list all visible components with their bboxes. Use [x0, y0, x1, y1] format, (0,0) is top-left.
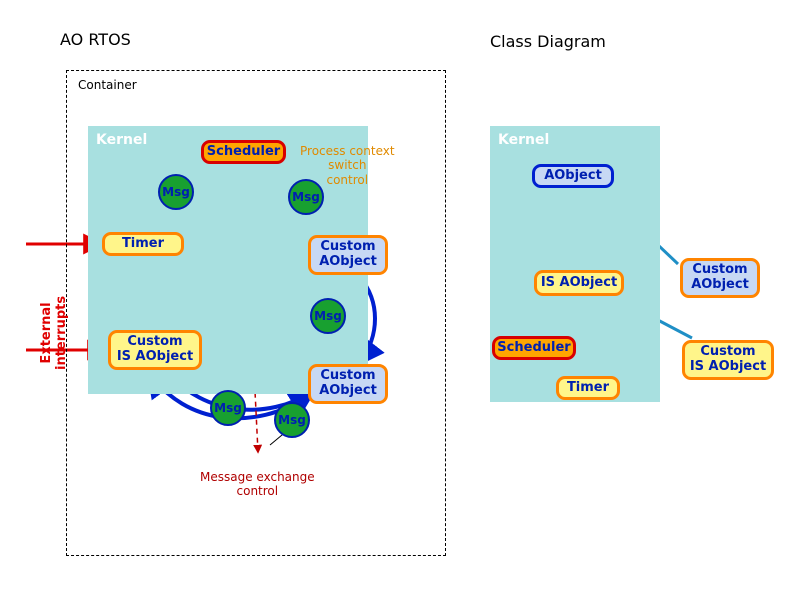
- caption-process-context: Process context switch control: [300, 144, 395, 187]
- external-interrupts-label: External interrupts: [40, 296, 70, 370]
- kernel-label-left: Kernel: [96, 132, 147, 148]
- node-custom-is-right: Custom IS AObject: [682, 340, 774, 380]
- node-timer-left: Timer: [102, 232, 184, 256]
- node-timer-right: Timer: [556, 376, 620, 400]
- node-custom-a2-left: Custom AObject: [308, 364, 388, 404]
- msg-badge: Msg: [310, 298, 346, 334]
- title-ao-rtos: AO RTOS: [60, 30, 131, 49]
- kernel-label-right: Kernel: [498, 132, 549, 148]
- node-custom-is-left: Custom IS AObject: [108, 330, 202, 370]
- msg-badge: Msg: [158, 174, 194, 210]
- node-custom-a-right: Custom AObject: [680, 258, 760, 298]
- title-class-diagram: Class Diagram: [490, 32, 606, 51]
- node-aobject-right: AObject: [532, 164, 614, 188]
- msg-badge: Msg: [274, 402, 310, 438]
- node-scheduler-left: Scheduler: [201, 140, 286, 164]
- container-label: Container: [78, 78, 137, 92]
- node-isaobject-right: IS AObject: [534, 270, 624, 296]
- msg-badge: Msg: [210, 390, 246, 426]
- node-custom-a1-left: Custom AObject: [308, 235, 388, 275]
- caption-message-exchange: Message exchange control: [200, 470, 315, 499]
- node-scheduler-right: Scheduler: [492, 336, 576, 360]
